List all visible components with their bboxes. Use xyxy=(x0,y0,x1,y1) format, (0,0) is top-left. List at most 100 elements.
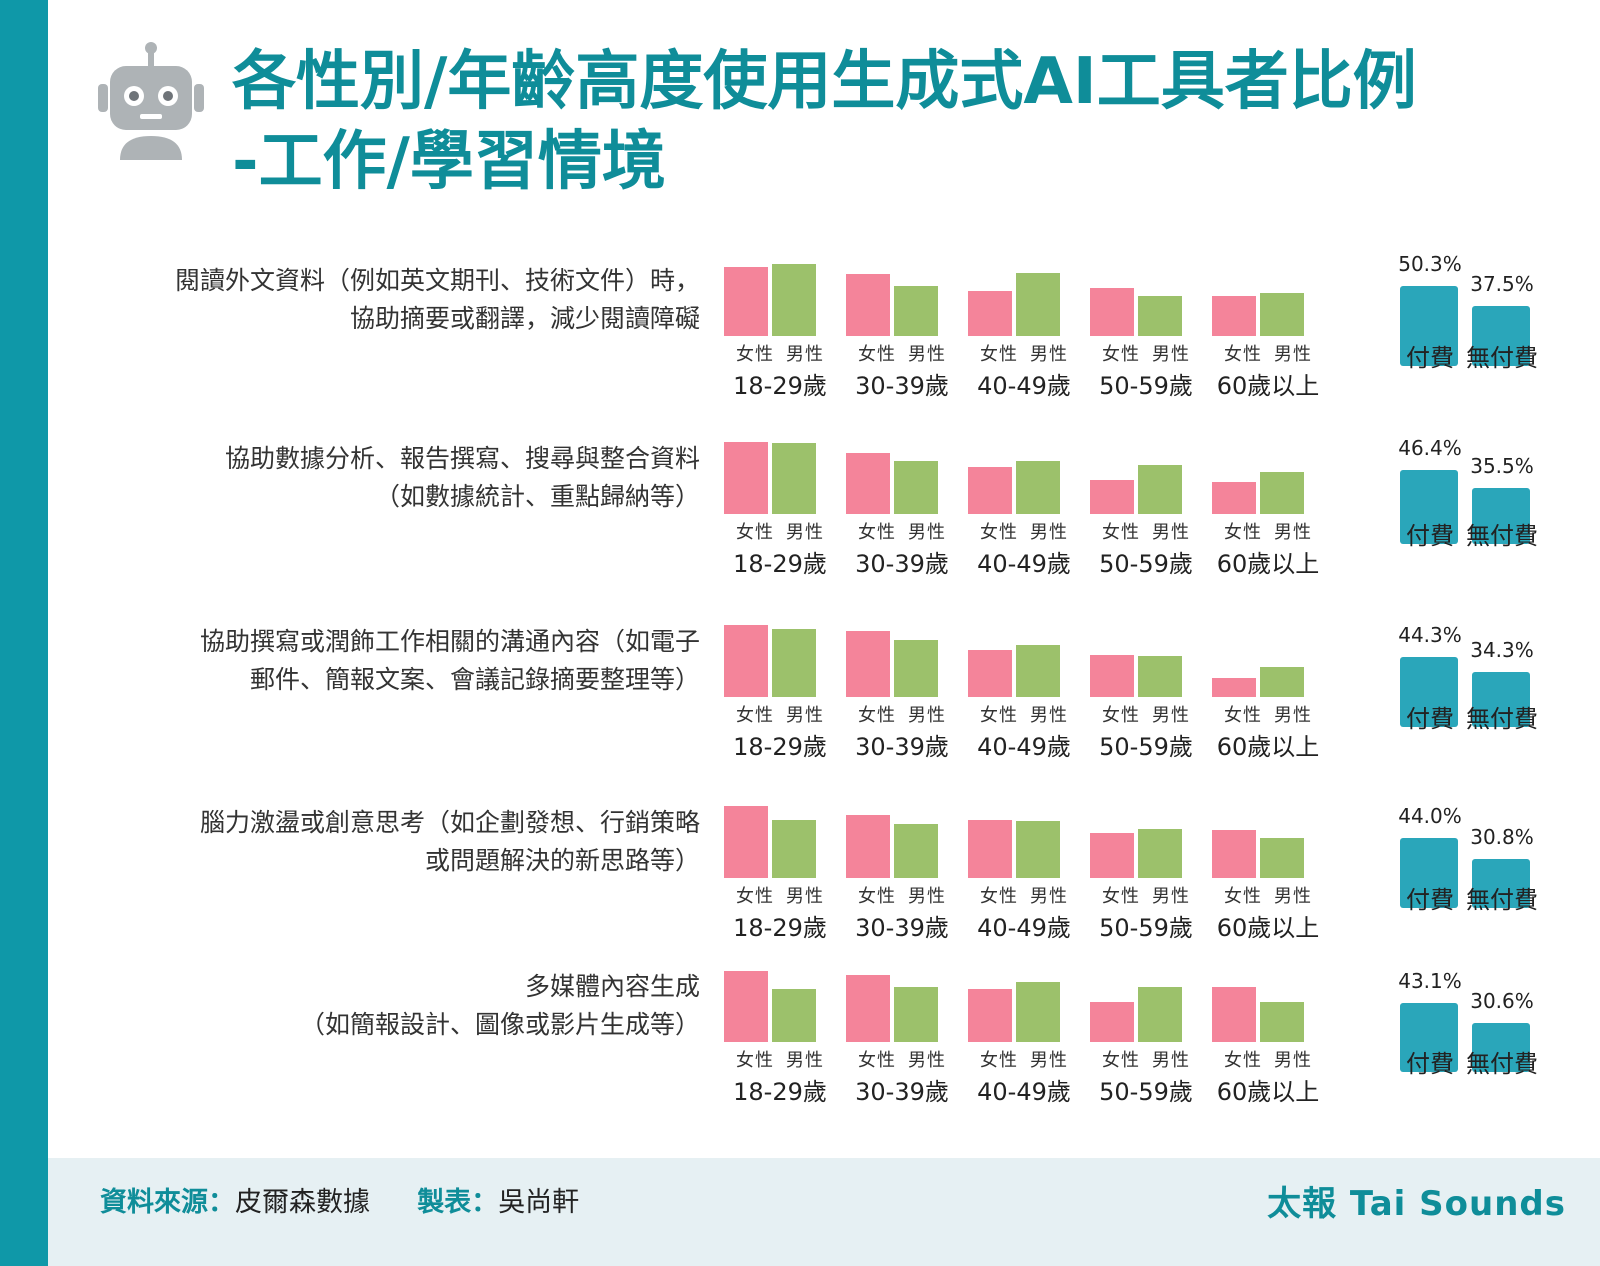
age-label: 50-59歲 xyxy=(1099,733,1193,761)
pay-bar-area xyxy=(1392,256,1468,366)
sex-labels: 女性 男性 xyxy=(1088,882,1204,908)
age-label: 30-39歲 xyxy=(855,372,949,400)
age-group: 女性 男性 18-29歲 xyxy=(722,224,838,404)
paid-label: 付費 xyxy=(1406,344,1454,372)
bar-male xyxy=(1260,667,1304,697)
male-label: 男性 xyxy=(786,886,824,907)
age-group: 女性 男性 60歲以上 xyxy=(1210,224,1326,404)
sex-labels: 女性 男性 xyxy=(844,1046,960,1072)
row-label-line: 郵件、簡報文案、會議記錄摘要整理等） xyxy=(249,665,700,694)
bar-male xyxy=(772,988,816,1042)
group-bars xyxy=(966,607,1082,697)
maker-value: 吳尚軒 xyxy=(498,1187,580,1218)
bar-female xyxy=(1090,654,1134,697)
sex-labels: 女性 男性 xyxy=(844,518,960,544)
age-group: 女性 男性 50-59歲 xyxy=(1088,766,1204,946)
male-label: 男性 xyxy=(1030,522,1068,543)
female-label: 女性 xyxy=(858,705,896,726)
bar-female xyxy=(968,291,1012,336)
left-accent-stripe xyxy=(0,0,48,1266)
female-label: 女性 xyxy=(1102,705,1140,726)
row-label-line: （如數據統計、重點歸納等） xyxy=(374,482,700,511)
paid-label: 付費 xyxy=(1406,1050,1454,1078)
age-group: 女性 男性 40-49歲 xyxy=(966,402,1082,582)
group-bars xyxy=(722,246,838,336)
bar-female xyxy=(968,650,1012,697)
bar-male xyxy=(894,824,938,878)
paid-column: 43.1% 付費 xyxy=(1392,930,1468,1110)
sex-labels: 女性 男性 xyxy=(966,1046,1082,1072)
robot-icon xyxy=(98,42,204,160)
female-label: 女性 xyxy=(980,344,1018,365)
group-bars xyxy=(1088,607,1204,697)
bar-male xyxy=(1016,821,1060,878)
paid-column: 46.4% 付費 xyxy=(1392,402,1468,582)
female-label: 女性 xyxy=(736,705,774,726)
chart-row: 協助撰寫或潤飾工作相關的溝通內容（如電子 郵件、簡報文案、會議記錄摘要整理等） 女性… xyxy=(0,585,1600,765)
female-label: 女性 xyxy=(1102,344,1140,365)
bar-female xyxy=(1212,296,1256,336)
pay-value-label: 34.3% xyxy=(1470,638,1534,663)
unpaid-column: 37.5% 無付費 xyxy=(1464,224,1540,404)
row-label: 閱讀外文資料（例如英文期刊、技術文件）時， 協助摘要或翻譯，減少閱讀障礙 xyxy=(60,262,700,338)
age-label: 40-49歲 xyxy=(977,914,1071,942)
pay-bar-area xyxy=(1464,617,1540,727)
sex-labels: 女性 男性 xyxy=(1210,701,1326,727)
group-bars xyxy=(844,424,960,514)
age-label: 18-29歲 xyxy=(733,372,827,400)
bar-female xyxy=(846,814,890,878)
bar-male xyxy=(1016,460,1060,514)
chart-title: 各性別/年齡高度使用生成式AI工具者比例 -工作/學習情境 xyxy=(232,42,1572,202)
unpaid-label: 無付費 xyxy=(1466,344,1538,372)
female-label: 女性 xyxy=(736,1050,774,1071)
bar-paid xyxy=(1400,470,1458,544)
age-group: 女性 男性 50-59歲 xyxy=(1088,930,1204,1110)
female-label: 女性 xyxy=(1102,886,1140,907)
age-label: 50-59歲 xyxy=(1099,372,1193,400)
sex-labels: 女性 男性 xyxy=(722,1046,838,1072)
row-label-line: 或問題解決的新思路等） xyxy=(424,846,700,875)
chart-row: 閱讀外文資料（例如英文期刊、技術文件）時， 協助摘要或翻譯，減少閱讀障礙 女性 男性 1… xyxy=(0,224,1600,404)
pay-value-label: 35.5% xyxy=(1470,453,1534,478)
footer: 資料來源：皮爾森數據 製表：吳尚軒 太報 Tai Sounds xyxy=(48,1158,1600,1266)
bar-unpaid xyxy=(1472,306,1530,366)
age-label: 30-39歲 xyxy=(855,733,949,761)
row-label-line: 閱讀外文資料（例如英文期刊、技術文件）時， xyxy=(174,266,700,295)
age-group: 女性 男性 30-39歲 xyxy=(844,402,960,582)
paid-column: 44.0% 付費 xyxy=(1392,766,1468,946)
female-label: 女性 xyxy=(1224,705,1262,726)
group-bars xyxy=(966,246,1082,336)
pay-value-label: 43.1% xyxy=(1398,969,1462,994)
age-group: 女性 男性 60歲以上 xyxy=(1210,766,1326,946)
age-group: 女性 男性 40-49歲 xyxy=(966,224,1082,404)
male-label: 男性 xyxy=(786,705,824,726)
bar-male xyxy=(894,987,938,1042)
pay-bar-area xyxy=(1392,434,1468,544)
pay-value-label: 46.4% xyxy=(1398,436,1462,461)
pay-bar-area xyxy=(1392,798,1468,908)
sex-labels: 女性 男性 xyxy=(966,340,1082,366)
male-label: 男性 xyxy=(908,1050,946,1071)
pay-value-label: 30.6% xyxy=(1470,989,1534,1014)
sex-labels: 女性 男性 xyxy=(1088,701,1204,727)
bar-female xyxy=(724,971,768,1042)
group-bars xyxy=(1210,788,1326,878)
age-label: 60歲以上 xyxy=(1216,914,1320,942)
bar-female xyxy=(846,452,890,514)
age-group: 女性 男性 30-39歲 xyxy=(844,224,960,404)
age-group: 女性 男性 50-59歲 xyxy=(1088,402,1204,582)
sex-labels: 女性 男性 xyxy=(1210,518,1326,544)
age-group: 女性 男性 60歲以上 xyxy=(1210,930,1326,1110)
male-label: 男性 xyxy=(1030,886,1068,907)
female-label: 女性 xyxy=(1224,886,1262,907)
source-credits: 資料來源：皮爾森數據 製表：吳尚軒 xyxy=(100,1180,579,1219)
bar-female xyxy=(968,467,1012,514)
bar-unpaid xyxy=(1472,859,1530,908)
age-group: 女性 男性 50-59歲 xyxy=(1088,585,1204,765)
sex-labels: 女性 男性 xyxy=(722,340,838,366)
group-bars xyxy=(966,952,1082,1042)
male-label: 男性 xyxy=(1030,1050,1068,1071)
age-label: 18-29歲 xyxy=(733,1078,827,1106)
bar-female xyxy=(724,442,768,514)
row-label: 協助數據分析、報告撰寫、搜尋與整合資料 （如數據統計、重點歸納等） xyxy=(60,440,700,516)
